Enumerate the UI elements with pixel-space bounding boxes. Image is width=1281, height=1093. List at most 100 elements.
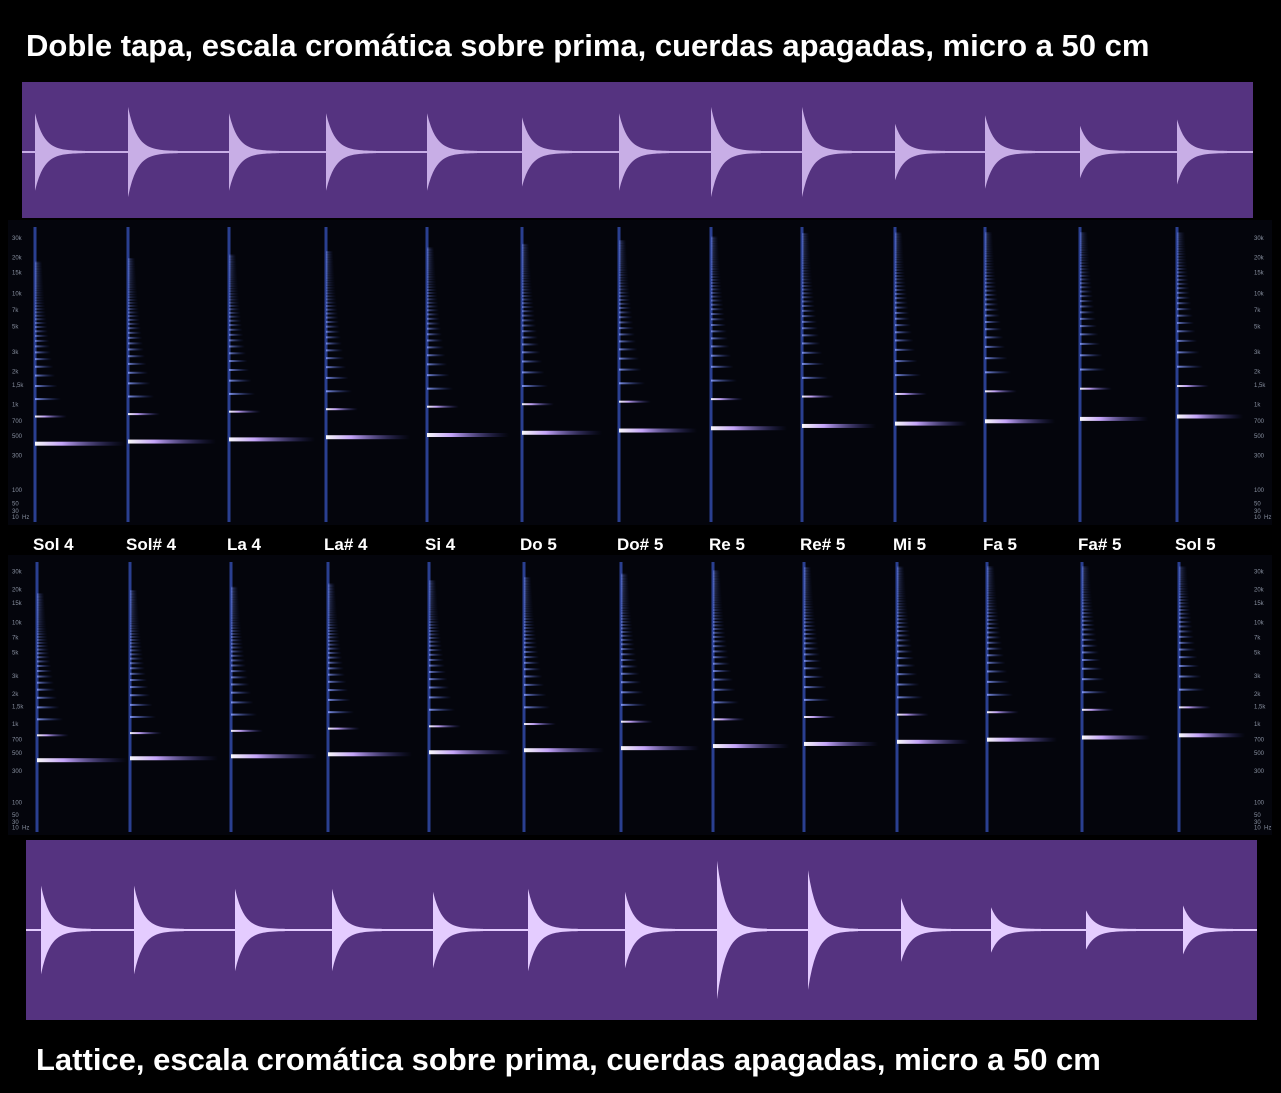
harmonic <box>429 750 511 755</box>
harmonic <box>522 243 530 246</box>
harmonic <box>1179 585 1189 588</box>
harmonic <box>231 592 239 595</box>
harmonic <box>897 602 908 605</box>
harmonic <box>621 617 632 620</box>
harmonic <box>619 291 630 294</box>
harmonic <box>1177 271 1188 274</box>
harmonic <box>802 272 812 275</box>
harmonic <box>328 629 339 632</box>
harmonic <box>619 258 628 261</box>
harmonic <box>522 324 537 327</box>
harmonic <box>711 354 732 357</box>
harmonic <box>128 286 137 289</box>
harmonic <box>522 265 531 268</box>
harmonic <box>895 237 903 240</box>
harmonic <box>524 579 532 582</box>
harmonic <box>802 327 818 330</box>
harmonic <box>802 234 810 237</box>
waveform-burst <box>433 891 483 969</box>
harmonic <box>985 234 993 237</box>
harmonic <box>328 673 346 676</box>
harmonic <box>1080 271 1091 274</box>
harmonic <box>804 581 813 584</box>
harmonic <box>804 667 823 670</box>
harmonic <box>35 330 48 333</box>
harmonic <box>231 602 240 605</box>
harmonic <box>897 625 910 628</box>
harmonic <box>1179 578 1188 581</box>
harmonic <box>897 576 905 579</box>
harmonic <box>524 582 532 585</box>
harmonic <box>427 252 435 255</box>
harmonic <box>35 289 44 292</box>
harmonic <box>328 621 339 624</box>
harmonic <box>621 703 647 706</box>
harmonic <box>231 639 243 642</box>
frequency-label: 1k <box>1254 722 1261 728</box>
harmonic <box>37 627 47 630</box>
harmonic <box>429 658 444 661</box>
harmonic <box>897 664 916 667</box>
frequency-label: 50 <box>1254 813 1261 819</box>
harmonic <box>427 275 436 278</box>
harmonic <box>429 584 437 587</box>
frequency-label: 5k <box>12 651 19 657</box>
waveform-burst <box>901 898 951 962</box>
harmonic <box>619 274 629 277</box>
harmonic <box>713 611 724 614</box>
harmonic <box>522 384 548 387</box>
harmonic <box>711 288 722 291</box>
harmonic <box>229 339 244 342</box>
harmonic <box>35 273 43 276</box>
harmonic <box>427 271 436 274</box>
harmonic <box>524 633 537 636</box>
harmonic <box>524 605 534 608</box>
harmonic <box>895 245 904 248</box>
harmonic <box>326 330 341 333</box>
harmonic <box>895 360 918 363</box>
harmonic <box>804 741 878 746</box>
harmonic <box>130 600 138 603</box>
harmonic <box>37 670 52 673</box>
harmonic <box>897 696 923 699</box>
harmonic <box>1082 599 1093 602</box>
harmonic <box>524 627 536 630</box>
harmonic <box>621 589 630 592</box>
frequency-label: 2k <box>1254 692 1261 698</box>
harmonic <box>711 263 720 266</box>
harmonic <box>987 566 995 569</box>
harmonic <box>128 439 216 444</box>
harmonic <box>524 615 535 618</box>
harmonic <box>897 597 907 600</box>
note-label: Re# 5 <box>800 535 845 554</box>
harmonic <box>711 241 719 244</box>
harmonic <box>1082 612 1094 615</box>
harmonic <box>522 250 530 253</box>
harmonic <box>130 602 138 605</box>
harmonic <box>427 273 436 276</box>
harmonic <box>895 239 903 242</box>
harmonic <box>524 661 540 664</box>
harmonic <box>128 258 136 261</box>
harmonic <box>619 285 630 288</box>
frequency-label: 1k <box>12 403 19 409</box>
harmonic <box>128 275 137 278</box>
harmonic <box>427 317 440 320</box>
harmonic <box>229 311 241 314</box>
harmonic <box>229 273 238 276</box>
harmonic <box>621 573 629 576</box>
harmonic <box>130 657 144 660</box>
frequency-label: 100 <box>1254 801 1265 807</box>
harmonic <box>1080 232 1088 235</box>
harmonic <box>897 569 905 572</box>
harmonic <box>229 266 237 269</box>
harmonic <box>802 292 814 295</box>
harmonic <box>802 320 817 323</box>
harmonic <box>1179 641 1195 644</box>
harmonic <box>326 272 335 275</box>
harmonic <box>802 269 812 272</box>
harmonic <box>326 289 336 292</box>
harmonic <box>985 289 998 292</box>
frequency-label: 1,5k <box>12 704 24 710</box>
harmonic <box>35 308 46 311</box>
